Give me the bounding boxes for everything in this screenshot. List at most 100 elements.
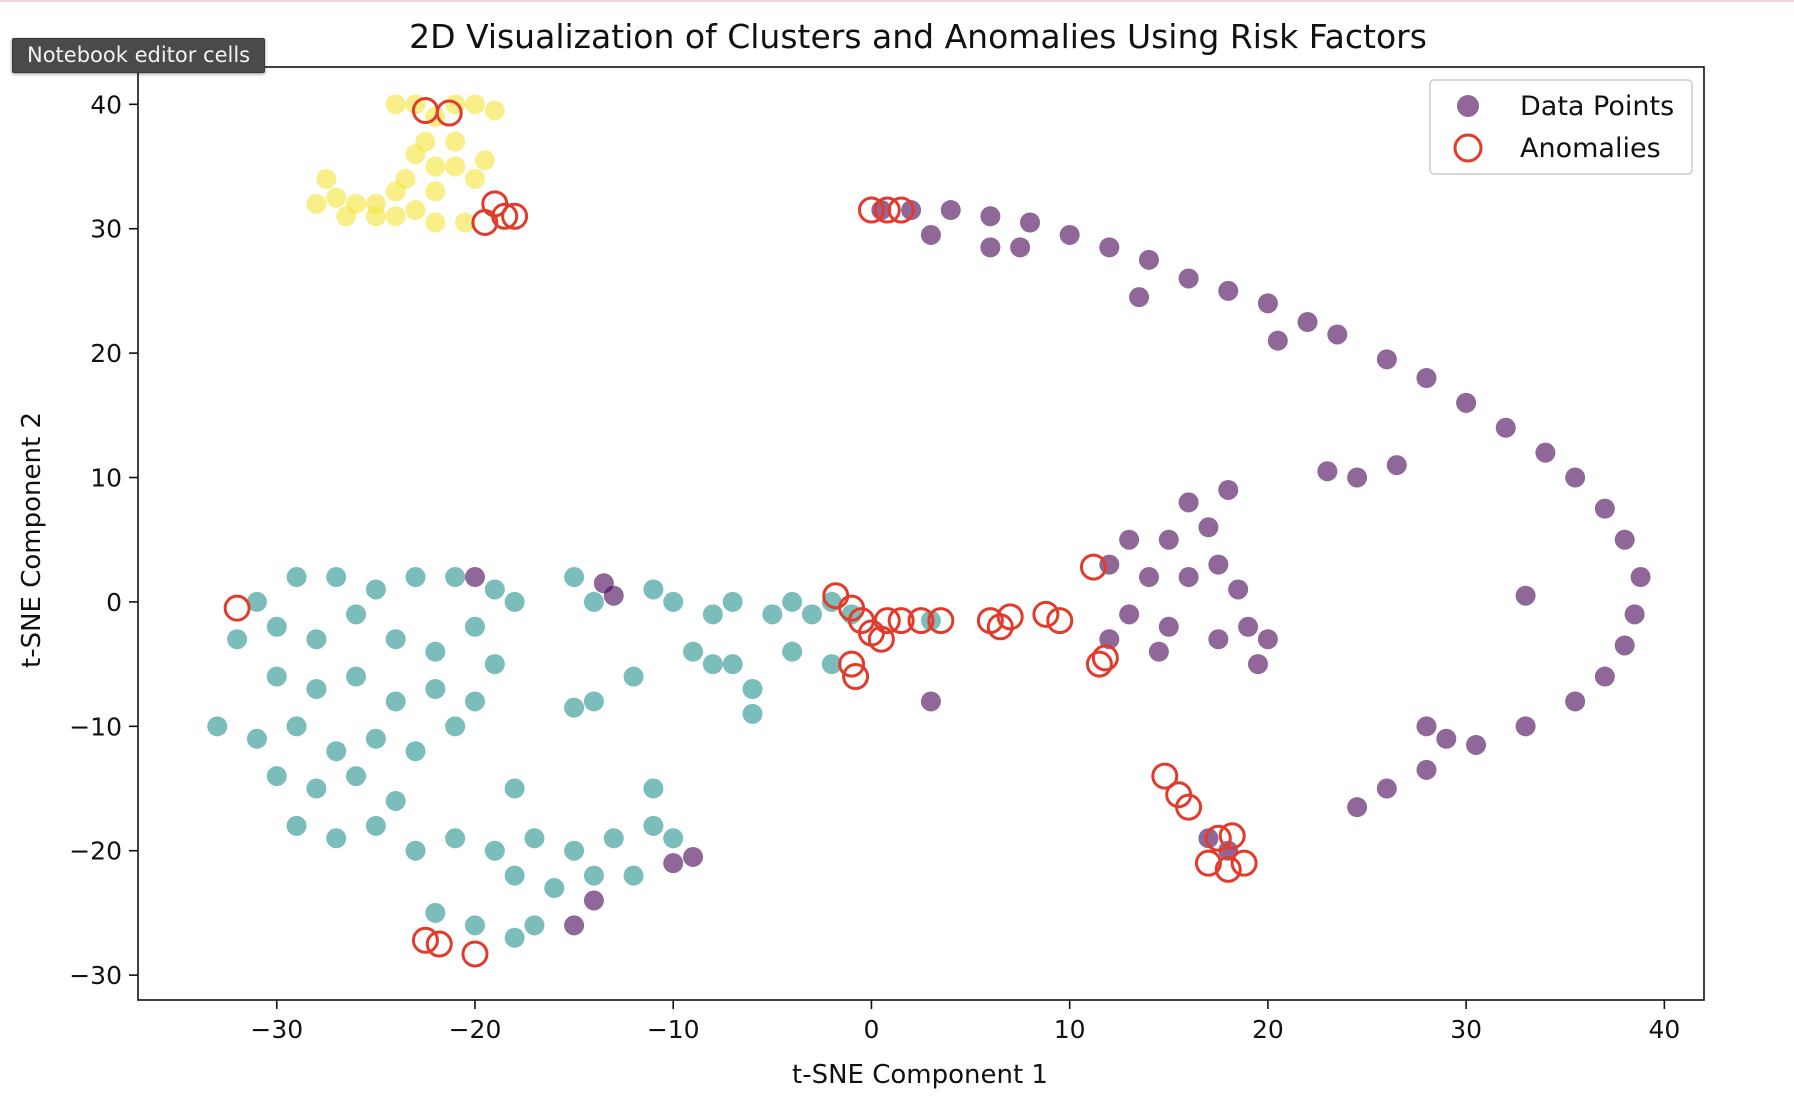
- y-tick-label: 40: [90, 90, 122, 119]
- data-point-teal: [246, 591, 267, 612]
- data-point-purple: [1208, 554, 1229, 575]
- legend: Data Points Anomalies: [1429, 79, 1693, 175]
- data-point-purple: [1297, 312, 1318, 333]
- y-tick-label: 10: [90, 464, 122, 493]
- plot-frame: [137, 66, 1705, 1001]
- data-point-yellow: [405, 144, 426, 165]
- data-point-purple: [1257, 293, 1278, 314]
- data-point-teal: [484, 654, 505, 675]
- data-point-teal: [464, 616, 485, 637]
- data-point-purple: [1495, 417, 1516, 438]
- anomaly-marker: [927, 607, 955, 635]
- anomaly-marker: [425, 930, 453, 958]
- anomalies-layer: [223, 97, 1258, 968]
- y-tick-label: −30: [69, 961, 122, 990]
- data-point-purple: [1010, 237, 1031, 258]
- x-tick-label: −10: [647, 1015, 700, 1044]
- data-point-purple: [1515, 585, 1536, 606]
- data-point-purple: [1218, 280, 1239, 301]
- data-point-purple: [1376, 778, 1397, 799]
- data-point-yellow: [464, 94, 485, 115]
- legend-label-data-points: Data Points: [1520, 91, 1674, 122]
- data-point-purple: [1020, 212, 1041, 233]
- anomaly-marker: [1091, 644, 1119, 672]
- data-point-purple: [1148, 641, 1169, 662]
- data-point-purple: [1594, 498, 1615, 519]
- data-point-teal: [326, 567, 347, 588]
- data-point-purple: [1376, 349, 1397, 370]
- data-point-teal: [920, 610, 941, 631]
- data-point-purple: [901, 200, 922, 221]
- data-point-teal: [286, 716, 307, 737]
- anomaly-marker: [411, 926, 439, 954]
- data-point-teal: [385, 629, 406, 650]
- data-point-purple: [464, 567, 485, 588]
- data-point-purple: [1178, 492, 1199, 513]
- anomaly-marker: [1032, 600, 1060, 628]
- data-point-teal: [504, 778, 525, 799]
- data-point-yellow: [484, 100, 505, 121]
- anomaly-marker: [1079, 553, 1107, 581]
- anomaly-marker: [501, 202, 529, 230]
- data-point-purple: [940, 200, 961, 221]
- data-point-yellow: [385, 206, 406, 227]
- data-point-purple: [1158, 616, 1179, 637]
- data-point-yellow: [385, 181, 406, 202]
- data-point-purple: [1594, 666, 1615, 687]
- data-point-teal: [524, 828, 545, 849]
- x-tick-label: 40: [1648, 1015, 1680, 1044]
- data-point-teal: [782, 641, 803, 662]
- data-point-purple: [603, 585, 624, 606]
- x-tick-label: 0: [863, 1015, 879, 1044]
- anomaly-marker: [1046, 607, 1074, 635]
- data-point-yellow: [445, 156, 466, 177]
- data-point-teal: [286, 567, 307, 588]
- x-tick-label: 10: [1054, 1015, 1086, 1044]
- data-point-yellow: [365, 206, 386, 227]
- anomaly-marker: [1151, 762, 1179, 790]
- data-point-teal: [801, 604, 822, 625]
- data-point-purple: [683, 846, 704, 867]
- data-point-purple: [1267, 330, 1288, 351]
- anomaly-marker: [1194, 849, 1222, 877]
- y-tick-label: 20: [90, 339, 122, 368]
- data-point-teal: [742, 703, 763, 724]
- data-point-teal: [643, 815, 664, 836]
- data-point-purple: [920, 224, 941, 245]
- data-point-teal: [643, 778, 664, 799]
- data-point-purple: [1119, 529, 1140, 550]
- anomaly-marker: [842, 663, 870, 691]
- anomaly-marker: [491, 202, 519, 230]
- data-point-teal: [425, 641, 446, 662]
- data-point-teal: [286, 815, 307, 836]
- anomaly-marker: [1230, 849, 1258, 877]
- data-point-yellow: [425, 181, 446, 202]
- window-top-border: [0, 0, 1794, 2]
- data-point-teal: [722, 654, 743, 675]
- data-point-yellow: [405, 200, 426, 221]
- data-point-teal: [623, 865, 644, 886]
- data-point-yellow: [306, 193, 327, 214]
- data-point-teal: [445, 828, 466, 849]
- data-point-yellow: [455, 212, 476, 233]
- data-point-teal: [385, 790, 406, 811]
- data-point-teal: [306, 679, 327, 699]
- data-point-purple: [1416, 759, 1437, 780]
- data-point-teal: [266, 766, 287, 787]
- data-point-purple: [1347, 797, 1368, 818]
- data-point-purple: [1614, 529, 1635, 550]
- data-point-teal: [702, 604, 723, 625]
- data-point-purple: [1218, 479, 1239, 500]
- data-point-purple: [1158, 529, 1179, 550]
- data-point-yellow: [445, 131, 466, 152]
- y-tick-label: 0: [106, 588, 122, 617]
- data-point-teal: [425, 902, 446, 923]
- data-point-teal: [643, 579, 664, 600]
- data-point-purple: [1565, 691, 1586, 712]
- data-point-purple: [1178, 567, 1199, 588]
- data-point-purple: [1416, 716, 1437, 737]
- chart-title: 2D Visualization of Clusters and Anomali…: [409, 17, 1427, 56]
- anomaly-marker: [471, 209, 499, 236]
- data-point-teal: [385, 691, 406, 712]
